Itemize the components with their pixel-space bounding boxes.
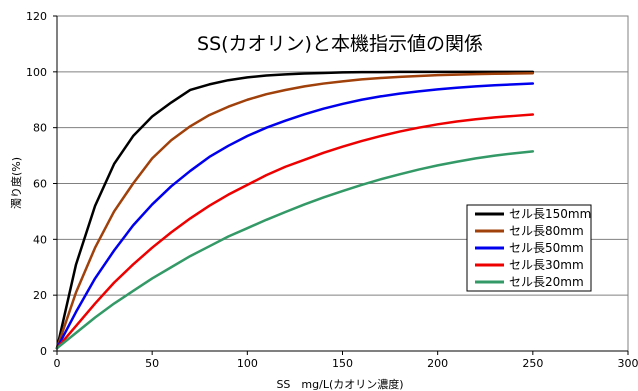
x-tick-labels: 0 50 100 150 200 250 300 — [54, 357, 638, 370]
x-tick-label-2: 100 — [237, 357, 258, 370]
legend-label-4: セル長20mm — [509, 275, 584, 289]
legend-label-0: セル長150mm — [509, 207, 591, 221]
series-lines — [55, 70, 535, 350]
y-tick-label-2: 40 — [33, 233, 47, 246]
y-axis-title: 濁り度(%) — [9, 157, 23, 209]
y-tick-label-3: 60 — [33, 178, 47, 191]
y-tick-label-4: 80 — [33, 122, 47, 135]
y-tick-labels: 0 20 40 60 80 100 120 — [26, 10, 47, 358]
series-line-2 — [55, 82, 535, 350]
y-tick-label-5: 100 — [26, 66, 47, 79]
x-tick-label-5: 250 — [522, 357, 543, 370]
legend: セル長150mm セル長80mm セル長50mm セル長30mm セル長20mm — [466, 204, 592, 292]
x-tick-label-1: 50 — [145, 357, 159, 370]
y-tick-label-0: 0 — [40, 345, 47, 358]
legend-label-1: セル長80mm — [509, 224, 584, 238]
y-tick-label-1: 20 — [33, 289, 47, 302]
legend-label-3: セル長30mm — [509, 258, 584, 272]
series-line-4 — [55, 150, 535, 350]
series-line-1 — [55, 71, 535, 350]
series-line-3 — [55, 113, 535, 350]
x-tick-label-4: 200 — [427, 357, 448, 370]
x-axis-title: SS mg/L(カオリン濃度) — [276, 377, 403, 391]
y-tick-label-6: 120 — [26, 10, 47, 23]
chart-title: SS(カオリン)と本機指示値の関係 — [197, 33, 483, 55]
x-tick-label-6: 300 — [618, 357, 638, 370]
axes — [53, 15, 629, 355]
legend-label-2: セル長50mm — [509, 241, 584, 255]
series-line-0 — [55, 70, 535, 350]
x-tick-label-0: 0 — [54, 357, 61, 370]
x-tick-label-3: 150 — [332, 357, 353, 370]
